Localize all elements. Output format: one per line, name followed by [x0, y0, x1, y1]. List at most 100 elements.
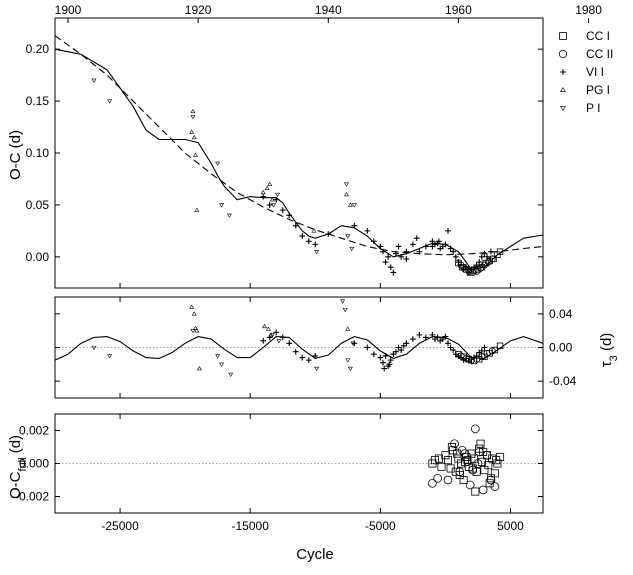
legend-marker-cc-ii [558, 49, 568, 59]
oc-point-vi-i [442, 241, 449, 248]
tau3-point-vi-i [351, 340, 358, 347]
top-year-tick-label: 1900 [55, 3, 82, 17]
oc-point-vi-i [429, 243, 436, 250]
residuals-data-layer [55, 424, 543, 496]
top-year-axis: 190019201940196019802000 [55, 3, 602, 23]
oc-point-cc-ii [469, 268, 477, 276]
residuals-point-cc-ii [443, 475, 453, 485]
oc-point-p-i [215, 161, 221, 166]
legend-label-vi-i: VI I [586, 65, 604, 79]
tau3-point-pg-i [265, 326, 271, 331]
oc-point-p-i [344, 182, 349, 187]
residuals-point-cc-ii [482, 450, 492, 460]
legend-marker-pg-i [560, 87, 566, 92]
residuals-point-cc-ii [470, 424, 480, 434]
tau3-point-vi-i [390, 351, 397, 358]
oc-point-cc-ii [488, 255, 496, 263]
residuals-y-tick-label: 0.002 [19, 424, 49, 438]
residuals-point-cc-i [460, 457, 469, 466]
oc-point-vi-i [380, 248, 386, 255]
oc-point-p-i [349, 246, 355, 252]
residuals-point-cc-i [441, 451, 450, 460]
tau3-point-vi-i [381, 365, 388, 372]
x-tick-label: 5000 [497, 519, 524, 533]
oc-point-cc-ii [465, 267, 473, 275]
tau3-point-vi-i [439, 336, 446, 342]
tau3-point-pg-i [194, 328, 200, 333]
oc-point-p-i [275, 192, 281, 198]
tau3-point-vi-i [279, 334, 286, 341]
oc-point-pg-i [269, 197, 275, 202]
tau3-point-vi-i [266, 334, 273, 341]
oc-point-cc-i [496, 248, 504, 255]
tau3-y-tick-label: 0.04 [549, 307, 573, 321]
tau3-model-line [55, 336, 543, 361]
oc-point-cc-i [455, 259, 462, 267]
residuals-point-cc-i [447, 442, 456, 451]
legend-label-p-i: P I [586, 101, 600, 115]
oc-y-tick-label: 0.00 [26, 250, 50, 264]
x-tick-label: -15000 [232, 519, 270, 533]
residuals-point-cc-i [455, 471, 464, 480]
residuals-y-tick-label: 0.000 [19, 457, 49, 471]
top-year-tick-label: 1980 [575, 3, 602, 17]
top-year-tick-label: 1960 [445, 3, 472, 17]
tau3-point-p-i [190, 328, 196, 334]
tau3-point-vi-i [370, 351, 377, 358]
oc-point-vi-i [481, 250, 488, 257]
oc-point-vi-i [370, 238, 377, 245]
oc-point-p-i [190, 114, 196, 120]
oc-point-cc-i [466, 269, 474, 276]
tau3-point-vi-i [292, 348, 299, 355]
oc-point-vi-i [445, 227, 451, 234]
legend-label-pg-i: PG I [586, 83, 610, 97]
tau3-point-vi-i [400, 342, 407, 349]
oc-point-vi-i [273, 196, 280, 203]
tau3-point-p-i [91, 345, 97, 351]
tau3-point-cc-ii [488, 347, 496, 355]
tau3-data-layer [55, 299, 543, 377]
tau3-point-vi-i [273, 329, 280, 336]
tau3-y-tick-label: -0.04 [549, 374, 577, 388]
oc-data-layer [55, 35, 543, 276]
legend-label-cc-i: CC I [586, 29, 610, 43]
top-year-tick-label: 1920 [185, 3, 212, 17]
oc-point-vi-i [286, 212, 293, 219]
oc-point-pg-i [347, 202, 353, 207]
legend-marker-vi-i [560, 69, 566, 75]
oc-point-pg-i [260, 189, 266, 195]
residuals-y-axis-label: O-Cfull (d) [7, 435, 29, 499]
tau3-point-vi-i [305, 357, 312, 364]
residuals-point-cc-i [444, 456, 453, 465]
tau3-point-p-i [215, 354, 221, 359]
residuals-point-cc-ii [428, 478, 437, 488]
tau3-axes: -0.04 0.00 0.04 [54, 296, 577, 399]
oc-point-vi-i [488, 248, 494, 255]
oc-point-vi-i [299, 233, 306, 239]
residuals-point-cc-ii [433, 473, 442, 483]
tau3-point-vi-i [403, 340, 410, 347]
tau3-point-pg-i [189, 304, 195, 309]
oc-point-vi-i [398, 253, 405, 260]
residuals-point-cc-ii [478, 485, 488, 495]
tau3-point-p-i [228, 372, 234, 377]
oc-point-pg-i [193, 152, 199, 157]
oc-point-vi-i [413, 235, 420, 242]
tau3-point-vi-i [416, 331, 423, 338]
tau3-point-vi-i [299, 354, 306, 361]
tau3-point-vi-i [260, 337, 267, 344]
tau3-point-cc-i [486, 350, 493, 357]
tau3-point-vi-i [395, 344, 402, 351]
tau3-point-vi-i [286, 340, 293, 347]
tau3-point-cc-i [496, 342, 504, 350]
residuals-point-cc-ii [473, 459, 483, 468]
oc-point-vi-i [447, 245, 454, 252]
legend: CC I CC II VI I PG I P I [558, 29, 613, 115]
tau3-point-p-i [342, 307, 348, 313]
oc-point-vi-i [377, 243, 384, 250]
oc-point-p-i [91, 78, 97, 83]
oc-point-vi-i [292, 222, 299, 229]
oc-point-vi-i [450, 248, 457, 255]
oc-point-pg-i [311, 228, 317, 233]
residuals-point-cc-ii [468, 465, 478, 475]
